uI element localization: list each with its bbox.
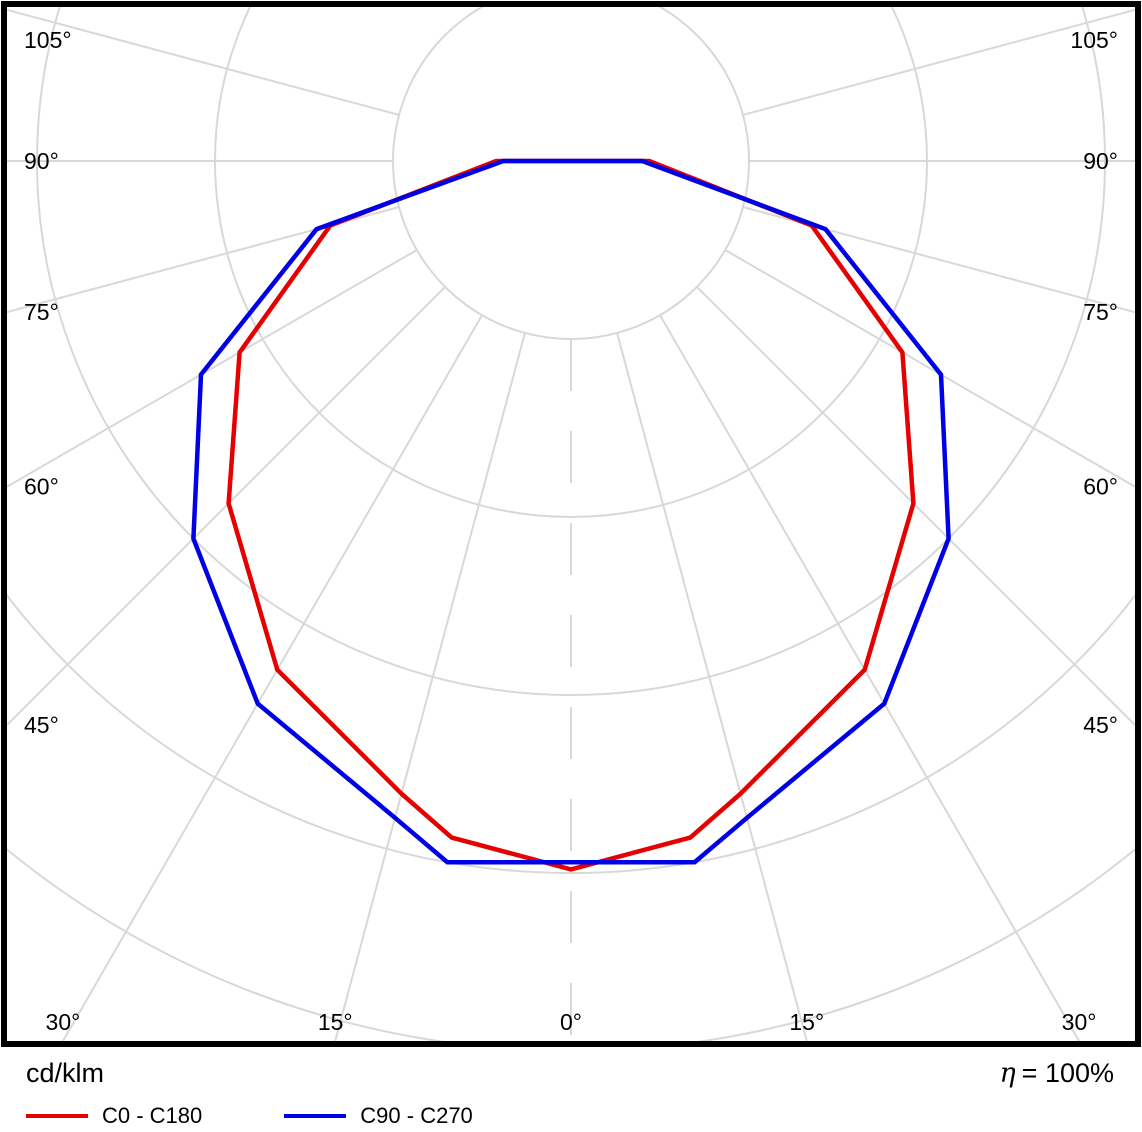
- curve-c90-c270: [191, 158, 951, 865]
- grid-radial-105: [7, 8, 400, 116]
- grid-radial-60: [724, 249, 1135, 488]
- grid-radial-60: [7, 249, 418, 488]
- polar-distribution-plot: 0° 15° 15° 30° 30° 45° 45° 60° 60° 75° 75° 90° 90° 10…: [1, 1, 1141, 1047]
- legend-line-c0-c180: [26, 1114, 88, 1118]
- legend: C0 - C180 C90 - C270: [26, 1103, 555, 1129]
- angle-label-60: 60°: [24, 474, 59, 500]
- grid-radial-30: [62, 314, 483, 1041]
- grid-radial-30: [659, 314, 1080, 1041]
- grid-radial-45: [7, 286, 446, 726]
- curve-c0-c180: [226, 158, 916, 872]
- angle-label-105: 105°: [24, 27, 72, 53]
- plot-border: [1, 1, 1141, 1047]
- legend-line-c90-c270: [284, 1114, 347, 1118]
- angle-label-90: 90°: [1083, 148, 1118, 174]
- angle-label-75: 75°: [1083, 299, 1118, 325]
- grid-radial-15: [334, 332, 526, 1041]
- legend-label-c0-c180: C0 - C180: [102, 1103, 203, 1128]
- plot-area: [7, 7, 1135, 1041]
- unit-label: cd/klm: [26, 1058, 105, 1088]
- angle-label-15: 15°: [318, 1009, 353, 1035]
- grid-radial-15: [616, 332, 808, 1041]
- eta-value: = 100%: [1021, 1058, 1114, 1088]
- angle-label-30: 30°: [46, 1009, 81, 1035]
- eta-symbol: η: [999, 1058, 1016, 1089]
- grid-ring: [7, 593, 1135, 874]
- grid-radial-105: [742, 8, 1135, 116]
- legend-label-c90-c270: C90 - C270: [360, 1103, 473, 1128]
- angle-label-75: 75°: [24, 299, 59, 325]
- angle-label-30: 30°: [1062, 1009, 1097, 1035]
- grid-radial-45: [696, 286, 1135, 726]
- angle-label-90: 90°: [24, 148, 59, 174]
- angle-label-60: 60°: [1083, 474, 1118, 500]
- angle-label-0: 0°: [560, 1009, 582, 1035]
- angle-label-45: 45°: [24, 712, 59, 738]
- angle-label-45: 45°: [1083, 712, 1118, 738]
- efficiency-label: η = 100%: [999, 1058, 1114, 1089]
- angle-label-105: 105°: [1070, 27, 1118, 53]
- angle-label-15: 15°: [789, 1009, 824, 1035]
- grid-ring: [392, 7, 750, 340]
